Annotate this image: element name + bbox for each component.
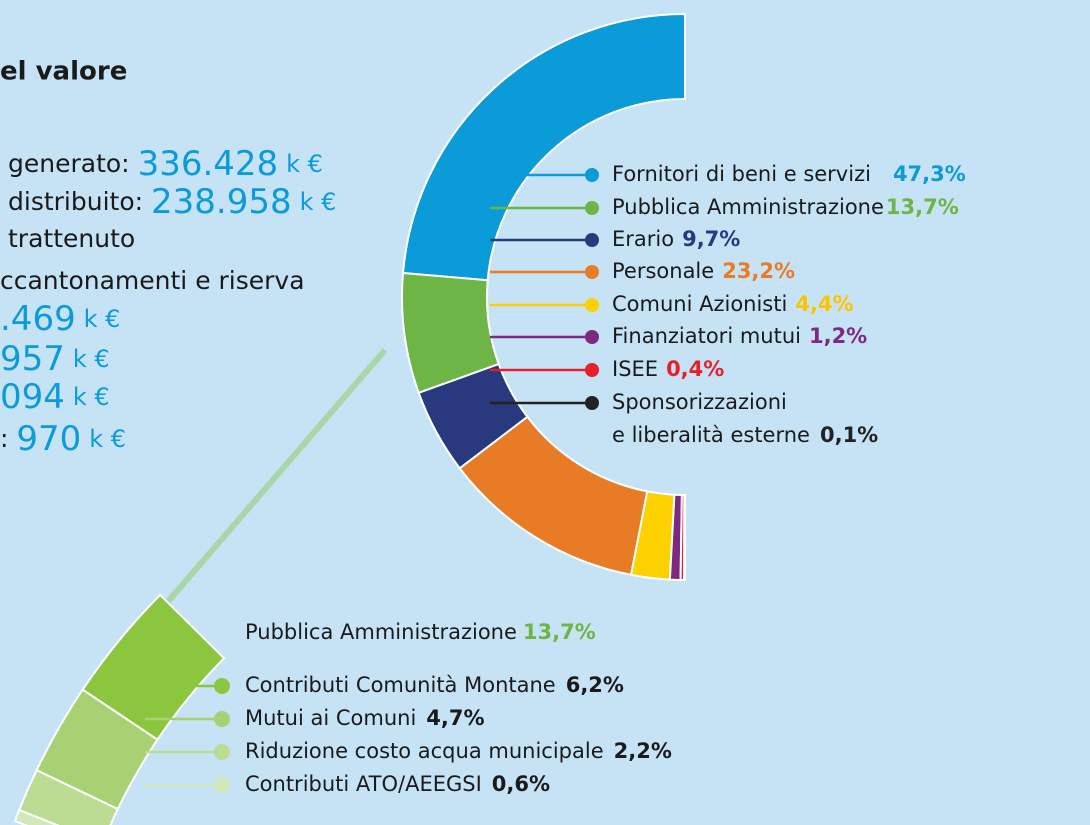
row-label: distribuito: [8,187,143,216]
legend-name-line: Sponsorizzazioni [612,390,787,414]
legend-label: Mutui ai Comuni 4,7% [245,706,485,730]
legend-dot [585,201,599,215]
legend-value: 0,4% [666,357,724,381]
donut-segment [17,768,120,825]
legend-value: 6,2% [566,673,624,697]
row-unit: k € [73,345,110,373]
legend-name: ISEE [612,357,658,381]
row-unit: k € [73,383,110,411]
row-value: 957 [0,339,65,379]
row-value: .469 [0,299,76,339]
legend-label: Riduzione costo acqua municipale 2,2% [245,739,672,763]
legend-value: 13,7% [886,195,959,219]
legend-name: Contributi ATO/AEEGSI [245,772,482,796]
row-value: 238.958 [151,182,292,222]
legend-value: 1,2% [809,324,867,348]
legend-name-line: e liberalità esterne [612,423,810,447]
legend-label: Erario 9,7% [612,227,740,251]
legend-value: 0,6% [492,772,550,796]
legend-label: Finanziatori mutui 1,2% [612,324,867,348]
detail-title-name: Pubblica Amministrazione [245,620,517,644]
text-row: 094 k € [0,377,110,417]
row-value: 336.428 [138,144,279,184]
legend-label: Personale 23,2% [612,259,795,283]
legend-name: Sponsorizzazioni e liberalità esterne [612,390,810,447]
legend-dot [214,777,230,793]
legend-dot [214,744,230,760]
legend-label: Comuni Azionisti 4,4% [612,292,854,316]
connector [162,348,388,607]
legend-label: Sponsorizzazioni e liberalità esterne 0,1% [612,390,878,447]
legend-name: Personale [612,259,714,283]
text-row: .469 k € [0,299,120,339]
legend-value: 4,7% [426,706,484,730]
row-label: trattenuto [8,224,135,253]
row-label: : [0,424,8,453]
text-row: generato: 336.428 k € [8,144,323,184]
heading: el valore [0,57,127,87]
legend-name: Finanziatori mutui [612,324,801,348]
legend-dot [585,265,599,279]
text-row: ccantonamenti e riserva [0,266,305,295]
row-value: 970 [16,419,81,459]
legend-name: Riduzione costo acqua municipale [245,739,604,763]
detail-total: 13,7% [523,620,596,644]
legend-dot [585,298,599,312]
row-label: generato: [8,149,130,178]
legend-dot [585,396,599,410]
legend-label: Contributi Comunità Montane 6,2% [245,673,624,697]
legend-dot [585,330,599,344]
row-unit: k € [89,425,126,453]
row-unit: k € [300,188,337,216]
legend-dot [214,711,230,727]
text-row: : 970 k € [0,419,126,459]
legend-value: 23,2% [722,259,795,283]
legend-label: Pubblica Amministrazione13,7% [612,195,959,219]
legend-label: Fornitori di beni e servizi 47,3% [612,162,966,186]
donut-segment [683,493,686,582]
legend-value: 0,1% [820,423,878,447]
legend-name: Erario [612,227,674,251]
detail-title: Pubblica Amministrazione 13,7% [245,620,596,644]
legend-dot [585,168,599,182]
row-unit: k € [286,150,323,178]
text-row: trattenuto [8,224,135,253]
legend-dot [214,678,230,694]
legend-value: 47,3% [893,162,966,186]
legend-dot [585,233,599,247]
legend-value: 2,2% [614,739,672,763]
legend-label: ISEE 0,4% [612,357,724,381]
legend-dot [585,363,599,377]
legend-name: Contributi Comunità Montane [245,673,556,697]
row-label: ccantonamenti e riserva [0,266,305,295]
legend-value: 9,7% [682,227,740,251]
legend-name: Fornitori di beni e servizi [612,162,871,186]
legend-value: 4,4% [795,292,853,316]
legend-name: Mutui ai Comuni [245,706,416,730]
legend-name: Pubblica Amministrazione [612,195,884,219]
row-unit: k € [84,305,121,333]
text-row: distribuito: 238.958 k € [8,182,336,222]
donut-segment [13,808,60,825]
legend-label: Contributi ATO/AEEGSI 0,6% [245,772,550,796]
legend-name: Comuni Azionisti [612,292,787,316]
row-value: 094 [0,377,65,417]
text-row: 957 k € [0,339,110,379]
